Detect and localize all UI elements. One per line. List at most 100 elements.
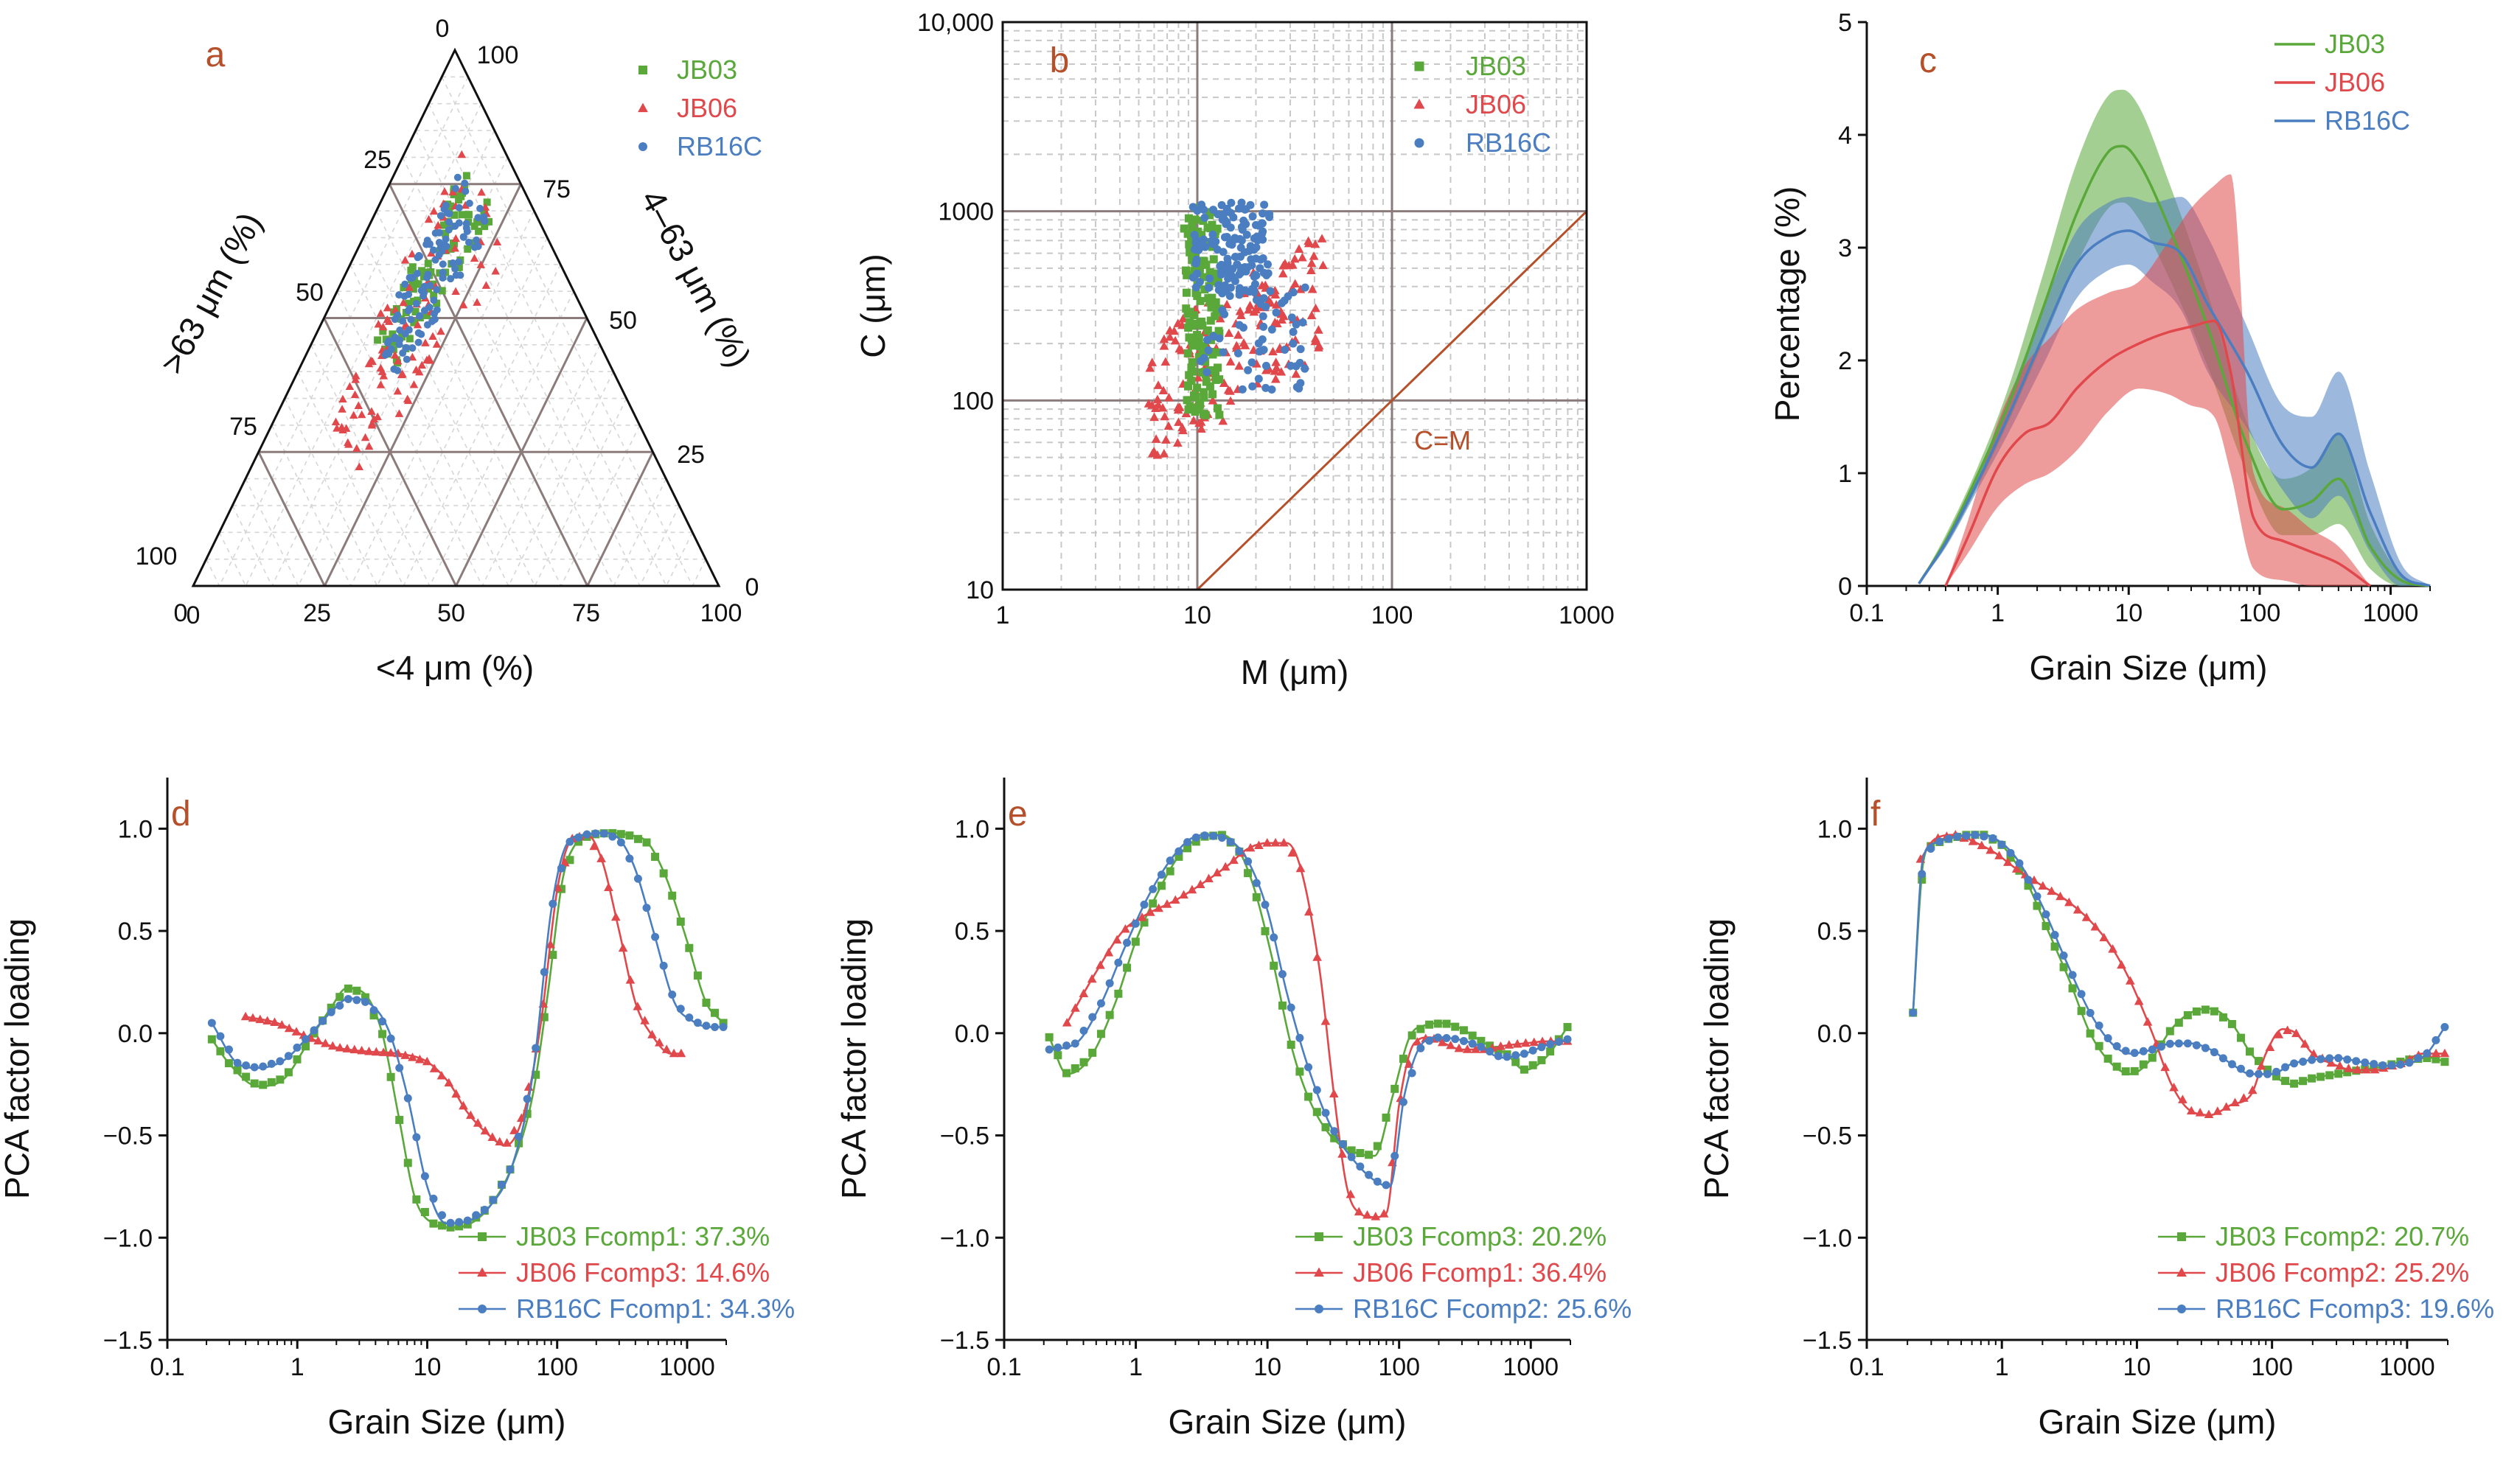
loading-point-jb03 — [1174, 852, 1183, 861]
loading-point-rb16c — [2281, 1063, 2290, 1072]
band-jb06 — [1945, 174, 2371, 587]
cm-point-rb16c — [1256, 264, 1264, 273]
loading-point-rb16c — [2255, 1069, 2263, 1078]
loading-point-jb06 — [1496, 1041, 1506, 1050]
cm-point-jb03 — [1209, 269, 1218, 278]
loading-point-jb06 — [466, 1110, 476, 1120]
ternary-point-jb03 — [447, 245, 455, 253]
loading-point-jb06 — [604, 882, 613, 891]
cm-point-rb16c — [1266, 287, 1275, 296]
cm-point-rb16c — [1261, 302, 1270, 311]
loading-point-rb16c — [1935, 837, 1944, 846]
axis-label-left: >63 μm (%) — [153, 206, 270, 380]
loading-point-jb06 — [1179, 890, 1188, 899]
loading-point-jb03 — [403, 1159, 412, 1167]
loading-point-rb16c — [2218, 1054, 2227, 1063]
loading-point-jb06 — [2099, 932, 2109, 942]
ternary-point-jb06 — [352, 444, 361, 452]
loading-point-rb16c — [1054, 1043, 1062, 1052]
loading-point-rb16c — [1123, 938, 1132, 947]
cm-point-rb16c — [1289, 339, 1298, 348]
loading-point-jb03 — [616, 830, 625, 839]
loading-point-rb16c — [1295, 1033, 1304, 1042]
loading-point-rb16c — [1226, 837, 1235, 846]
cm-point-rb16c — [1188, 203, 1197, 212]
ternary-minor-grid — [429, 290, 574, 587]
loading-point-jb03 — [224, 1059, 233, 1068]
ternary-point-jb06 — [378, 322, 388, 331]
ternary-point-jb03 — [425, 284, 433, 293]
cm-point-rb16c — [1260, 200, 1269, 209]
loading-point-rb16c — [378, 1017, 387, 1026]
loading-point-rb16c — [2042, 910, 2050, 919]
loading-point-jb06 — [1279, 837, 1289, 847]
loading-point-rb16c — [1944, 834, 1953, 843]
x-tick-label: 100 — [536, 1353, 578, 1381]
loading-point-rb16c — [386, 1034, 395, 1043]
loading-point-rb16c — [2015, 859, 2024, 867]
loading-point-rb16c — [2130, 1049, 2139, 1058]
panel-f: 0.1 1 10 100 1000 −1.5 −1.0 −0.5 0.0 0.5 1.0 Grain … — [1697, 778, 2494, 1441]
loading-point-jb03 — [1918, 875, 1926, 884]
loading-point-jb06 — [2064, 897, 2074, 907]
cm-point-rb16c — [1289, 327, 1298, 336]
loading-point-rb16c — [719, 1022, 728, 1031]
cm-point-jb06 — [1224, 328, 1234, 338]
ternary-point-jb03 — [474, 218, 482, 226]
cm-point-jb06 — [1288, 260, 1298, 269]
loading-point-jb06 — [1287, 848, 1297, 857]
ternary-point-rb16c — [455, 258, 463, 266]
loading-point-rb16c — [1071, 1039, 1079, 1048]
ternary-point-jb06 — [338, 405, 347, 413]
loading-point-jb06 — [1512, 1038, 1522, 1048]
legend-label: RB16C — [677, 131, 762, 161]
loading-point-jb03 — [1563, 1022, 1572, 1031]
ternary-point-jb06 — [403, 394, 412, 403]
cm-point-jb06 — [1174, 402, 1185, 411]
loading-point-rb16c — [1407, 1069, 1416, 1078]
cm-point-jb06 — [1310, 336, 1320, 346]
loading-point-jb03 — [233, 1066, 242, 1075]
loading-point-rb16c — [2308, 1055, 2317, 1064]
loading-point-jb06 — [1079, 988, 1089, 997]
ternary-point-jb06 — [393, 357, 403, 365]
loading-point-jb03 — [1312, 1108, 1321, 1117]
y-tick-label: −1.0 — [1803, 1224, 1852, 1252]
loading-point-rb16c — [2334, 1054, 2343, 1063]
loading-point-jb03 — [1045, 1033, 1054, 1041]
panel-label: c — [1919, 41, 1937, 80]
cm-point-jb06 — [1149, 412, 1159, 422]
loading-point-jb03 — [1157, 881, 1166, 890]
loading-point-rb16c — [1131, 919, 1140, 928]
loading-point-jb06 — [1087, 974, 1097, 983]
cm-point-jb03 — [1196, 400, 1205, 409]
ternary-point-rb16c — [433, 286, 441, 294]
loading-point-jb03 — [625, 831, 634, 840]
loading-point-rb16c — [403, 1094, 412, 1103]
ternary-point-jb03 — [398, 333, 406, 341]
loading-point-jb06 — [560, 858, 570, 867]
cm-point-jb06 — [1197, 424, 1206, 433]
x-tick-label: 10 — [414, 1353, 442, 1381]
loading-point-rb16c — [1321, 1108, 1330, 1117]
ternary-point-jb06 — [409, 380, 419, 388]
loading-point-jb03 — [2317, 1072, 2325, 1081]
loading-point-jb06 — [2300, 1038, 2310, 1048]
ternary-point-rb16c — [394, 311, 402, 319]
loading-point-jb03 — [540, 1013, 549, 1022]
legend-marker — [638, 142, 647, 151]
plot-frame — [1001, 21, 1588, 591]
loading-line-jb03 — [1048, 834, 1569, 1157]
loading-point-jb03 — [2227, 1019, 2236, 1028]
cm-point-jb06 — [1193, 372, 1203, 382]
loading-point-jb06 — [1154, 903, 1163, 912]
loading-point-jb03 — [2130, 1066, 2139, 1075]
loading-point-jb06 — [378, 1047, 389, 1056]
y-axis-label: C (μm) — [854, 254, 892, 357]
cm-point-jb06 — [1276, 309, 1287, 318]
loading-point-jb06 — [625, 975, 636, 984]
ternary-major-grid — [586, 451, 654, 587]
cm-point-jb03 — [1211, 277, 1219, 286]
ternary-point-jb06 — [436, 327, 445, 335]
